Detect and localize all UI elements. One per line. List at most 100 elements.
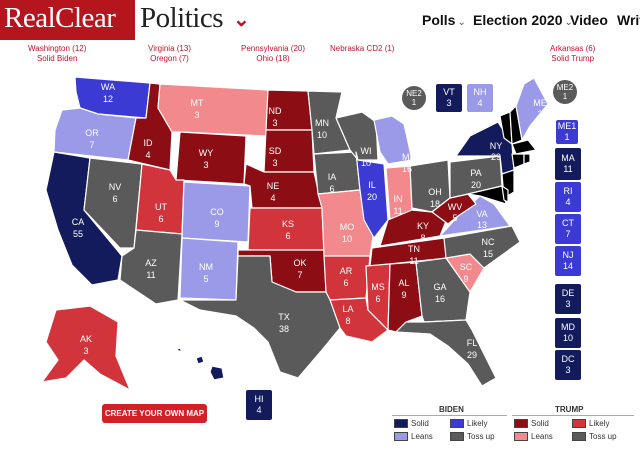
label-sc-abbr: SC [460, 262, 473, 272]
box-vt[interactable]: VT 3 [436, 84, 462, 112]
box-nh[interactable]: NH 4 [467, 84, 493, 112]
top-note-1: Washington (12) Solid Biden [28, 44, 86, 64]
box-abbr: ME1 [557, 121, 577, 131]
state-hi[interactable] [175, 347, 225, 381]
label-sc-ev: 9 [463, 274, 468, 284]
note-line: Ohio (18) [256, 54, 290, 63]
label-ca-ev: 55 [73, 229, 83, 239]
label-ok-abbr: OK [293, 258, 306, 268]
box-dc[interactable]: DC 3 [555, 350, 581, 380]
label-mo-ev: 10 [342, 234, 352, 244]
state-la[interactable] [329, 297, 389, 343]
label-va-abbr: VA [476, 209, 487, 219]
nav-writers-label: Writ [617, 12, 640, 28]
note-line: Nebraska CD2 (1) [330, 44, 395, 53]
legend-label: Leans [531, 432, 553, 441]
nav-election-label: Election 2020 [473, 12, 563, 28]
label-mn-abbr: MN [315, 118, 329, 128]
logo-part2[interactable]: Politics [140, 2, 224, 34]
label-nv-ev: 6 [112, 194, 117, 204]
box-ev: 3 [565, 365, 571, 375]
label-al-ev: 9 [401, 290, 406, 300]
state-md[interactable] [467, 185, 507, 205]
label-az-ev: 11 [146, 270, 155, 280]
box-ma[interactable]: MA 11 [555, 148, 581, 180]
label-me-abbr: ME [533, 98, 547, 108]
state-ak[interactable] [41, 305, 131, 390]
site-logo[interactable]: RealClear [0, 0, 135, 40]
circle-ne2[interactable]: NE2 1 [402, 86, 426, 110]
label-wa-abbr: WA [101, 82, 115, 92]
label-mi-ev: 16 [402, 164, 412, 174]
label-tn-abbr: TN [408, 244, 420, 254]
label-nd-ev: 3 [272, 118, 277, 128]
label-ms-ev: 6 [375, 294, 380, 304]
note-line: Oregon (7) [150, 54, 189, 63]
state-tx[interactable] [179, 255, 341, 379]
label-oh-abbr: OH [428, 187, 442, 197]
circle-me2[interactable]: ME2 1 [553, 80, 577, 104]
label-ga-abbr: GA [433, 282, 446, 292]
swatch [572, 419, 586, 428]
state-de[interactable] [501, 185, 509, 203]
box-abbr: VT [443, 87, 455, 97]
state-ia[interactable] [313, 151, 361, 195]
box-abbr: CT [562, 218, 574, 228]
box-ev: 10 [562, 333, 573, 343]
legend-label: Toss up [589, 432, 617, 441]
label-ut-ev: 6 [158, 214, 163, 224]
label-ks-abbr: KS [282, 219, 294, 229]
box-md[interactable]: MD 10 [555, 318, 581, 348]
box-ct[interactable]: CT 7 [555, 214, 581, 244]
label-il-abbr: IL [368, 180, 376, 190]
box-nj[interactable]: NJ 14 [555, 246, 581, 276]
nav-video-label: Video [570, 12, 608, 28]
state-ma[interactable] [511, 139, 537, 155]
label-ny-ev: 29 [491, 152, 501, 162]
state-nv[interactable] [83, 157, 143, 249]
state-mt[interactable] [157, 83, 269, 137]
box-hi[interactable]: HI 4 [246, 390, 272, 420]
label-wy-ev: 3 [203, 160, 208, 170]
state-ri[interactable] [523, 153, 531, 165]
box-ri[interactable]: RI 4 [555, 182, 581, 212]
label-ne-abbr: NE [267, 181, 280, 191]
label-ks-ev: 6 [285, 231, 290, 241]
box-abbr: HI [254, 394, 264, 404]
box-abbr: DC [561, 354, 575, 364]
legend-trump-tossup: Toss up [572, 432, 617, 441]
state-me[interactable] [515, 77, 549, 141]
label-ia-ev: 6 [329, 184, 334, 194]
label-ar-abbr: AR [340, 266, 353, 276]
swatch [514, 419, 528, 428]
state-wy[interactable] [175, 131, 247, 185]
swatch [394, 419, 408, 428]
legend-biden-likely: Likely [450, 419, 487, 428]
swatch [450, 432, 464, 441]
box-abbr: RI [563, 186, 573, 196]
state-mi[interactable] [373, 115, 413, 165]
label-in-abbr: IN [394, 194, 403, 204]
create-your-own-map-button[interactable]: CREATE YOUR OWN MAP [102, 404, 207, 423]
label-id-ev: 4 [145, 150, 150, 160]
state-nc[interactable] [443, 225, 521, 269]
label-pa-ev: 20 [471, 180, 481, 190]
circle-ev: 1 [411, 98, 417, 107]
box-ev: 11 [563, 164, 573, 174]
state-ks[interactable] [247, 207, 325, 251]
label-wv-abbr: WV [448, 202, 463, 212]
box-de[interactable]: DE 3 [555, 284, 581, 314]
state-wi[interactable] [335, 111, 379, 161]
box-abbr: MA [561, 153, 575, 163]
nav-election-2020[interactable]: Election 2020 ⌄ [473, 12, 573, 28]
nav-polls[interactable]: Polls ⌄ [422, 12, 466, 28]
state-il[interactable] [355, 151, 389, 239]
label-ky-ev: 8 [420, 233, 425, 243]
nav-writers[interactable]: Writ [617, 12, 640, 28]
legend-label: Toss up [467, 432, 495, 441]
nav-video[interactable]: Video [570, 12, 608, 28]
state-fl[interactable] [395, 319, 497, 387]
box-me1[interactable]: ME1 1 [556, 120, 578, 144]
state-ct[interactable] [511, 153, 525, 169]
chevron-down-icon[interactable]: ⌄ [233, 9, 250, 31]
